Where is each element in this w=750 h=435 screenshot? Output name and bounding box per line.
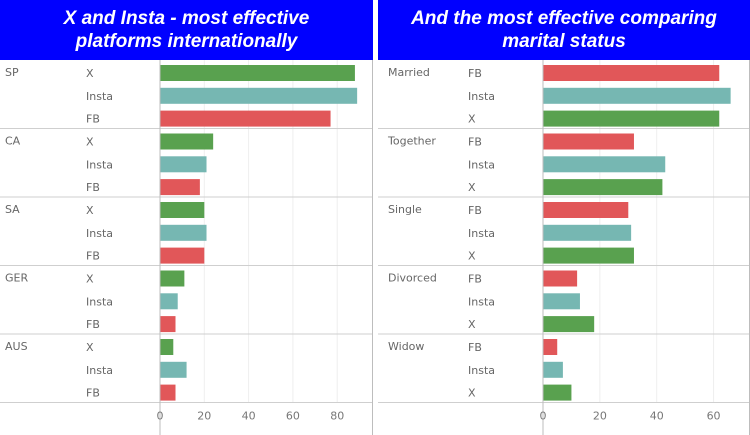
chart-panel-platforms: X and Insta - most effective platforms i…	[0, 0, 373, 435]
bar	[543, 179, 663, 196]
bar	[160, 293, 178, 310]
x-tick-label: 20	[197, 410, 211, 423]
bar-label: Insta	[468, 90, 495, 103]
bar	[160, 156, 207, 173]
bar-label: X	[86, 67, 94, 80]
bar-label: Insta	[86, 158, 113, 171]
chart-panel-marital: And the most effective comparing marital…	[378, 0, 750, 435]
group-label: Married	[388, 66, 430, 79]
bar-label: Insta	[468, 158, 495, 171]
group-label: SA	[5, 203, 20, 216]
bar-label: FB	[468, 136, 482, 149]
bar	[160, 384, 176, 401]
group-label: SP	[5, 66, 19, 79]
chart-title-line-1: And the most effective comparing	[411, 8, 717, 29]
bar	[160, 361, 187, 378]
bar	[160, 247, 205, 264]
bar-label: FB	[468, 204, 482, 217]
bar	[543, 110, 720, 127]
bar	[543, 87, 731, 104]
bar-label: FB	[86, 318, 100, 331]
x-tick-label: 40	[650, 410, 664, 423]
bar	[543, 384, 572, 401]
group-label: CA	[5, 135, 21, 148]
x-tick-label: 80	[330, 410, 344, 423]
x-tick-label: 0	[540, 410, 547, 423]
bar-label: FB	[468, 67, 482, 80]
bar	[160, 316, 176, 333]
chart-title-line-1: X and Insta - most effective	[63, 8, 310, 29]
group-label: Widow	[388, 340, 424, 353]
bar	[543, 339, 558, 355]
bar-label: FB	[468, 273, 482, 286]
bar	[543, 247, 634, 264]
bar	[160, 65, 355, 81]
bar-label: FB	[86, 250, 100, 263]
bar-label: X	[468, 113, 476, 126]
bar	[543, 316, 595, 333]
group-label: AUS	[5, 340, 28, 353]
bar-label: Insta	[468, 364, 495, 377]
chart-title: And the most effective comparing marital…	[378, 0, 750, 60]
bar-label: X	[86, 136, 94, 149]
chart-title-line-2: platforms internationally	[75, 31, 298, 52]
x-tick-label: 0	[157, 410, 164, 423]
bar-label: Insta	[86, 90, 113, 103]
group-label: Single	[388, 203, 422, 216]
bar-label: Insta	[468, 295, 495, 308]
bar	[160, 339, 174, 355]
bar	[160, 179, 200, 196]
bar-label: X	[468, 318, 476, 331]
bar-label: Insta	[468, 227, 495, 240]
bar-label: Insta	[86, 227, 113, 240]
bar-chart-marital: Married FB Insta X Together FB Insta X Single FB I…	[378, 60, 750, 435]
x-tick-label: 60	[286, 410, 300, 423]
bar	[543, 293, 580, 310]
bar-label: X	[86, 204, 94, 217]
bar	[160, 87, 358, 104]
bar	[160, 202, 205, 218]
bar-label: X	[86, 273, 94, 286]
bar-label: FB	[86, 113, 100, 126]
bar-label: X	[468, 250, 476, 263]
bar	[543, 133, 634, 150]
chart-title: X and Insta - most effective platforms i…	[0, 0, 373, 60]
bar	[160, 133, 214, 150]
bar-label: Insta	[86, 364, 113, 377]
x-tick-label: 60	[707, 410, 721, 423]
bar	[543, 224, 632, 241]
bar	[160, 224, 207, 241]
bar-label: X	[86, 341, 94, 354]
bar	[543, 65, 720, 81]
bar	[160, 270, 185, 287]
chart-title-line-2: marital status	[502, 31, 626, 52]
bar	[543, 270, 578, 287]
bar-label: FB	[468, 341, 482, 354]
x-tick-label: 40	[242, 410, 256, 423]
bar	[543, 202, 629, 218]
bar-label: FB	[86, 181, 100, 194]
bar	[160, 110, 331, 127]
bar-label: X	[468, 181, 476, 194]
bar	[543, 156, 666, 173]
bar-chart-platforms: SP X Insta FB CA X Insta FB SA X Insta FB GER X Insta F…	[0, 60, 373, 435]
group-label: Divorced	[388, 272, 437, 285]
group-label: GER	[5, 272, 28, 285]
bar	[543, 361, 563, 378]
group-label: Together	[387, 135, 436, 148]
bar-label: FB	[86, 387, 100, 400]
x-tick-label: 20	[593, 410, 607, 423]
bar-label: Insta	[86, 295, 113, 308]
bar-label: X	[468, 387, 476, 400]
